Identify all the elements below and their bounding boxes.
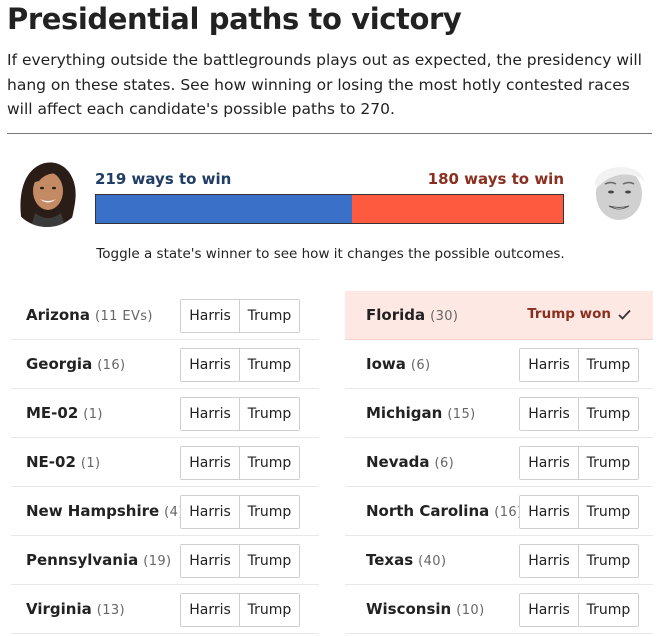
- trump-button[interactable]: Trump: [240, 447, 299, 479]
- winner-status: Trump won: [527, 306, 631, 322]
- divider: [7, 133, 652, 134]
- winner-toggle: Harris Trump: [180, 495, 300, 529]
- state-row-nevada: Nevada (6) Harris Trump: [345, 438, 653, 487]
- state-row-iowa: Iowa (6) Harris Trump: [345, 340, 653, 389]
- state-ev: (16): [97, 358, 126, 373]
- trump-button[interactable]: Trump: [240, 594, 299, 626]
- winner-toggle: Harris Trump: [519, 593, 639, 627]
- trump-button[interactable]: Trump: [579, 496, 638, 528]
- harris-button[interactable]: Harris: [181, 594, 240, 626]
- state-ev: (16): [494, 505, 523, 520]
- state-ev: (30): [430, 309, 459, 324]
- trump-button[interactable]: Trump: [579, 349, 638, 381]
- state-row-north-carolina: North Carolina (16) Harris Trump: [345, 487, 653, 536]
- states-left-column: Arizona (11 EVs) Harris Trump Georgia (16)…: [11, 291, 319, 634]
- harris-button[interactable]: Harris: [520, 496, 579, 528]
- checkmark-icon: [618, 309, 631, 320]
- page-title: Presidential paths to victory: [7, 2, 462, 36]
- state-ev: (13): [96, 603, 126, 618]
- harris-button[interactable]: Harris: [520, 447, 579, 479]
- winner-toggle: Harris Trump: [519, 446, 639, 480]
- state-name: Wisconsin (10): [366, 600, 485, 618]
- state-name: ME-02 (1): [26, 404, 103, 422]
- winner-toggle: Harris Trump: [519, 544, 639, 578]
- state-name: Nevada (6): [366, 453, 455, 471]
- harris-button[interactable]: Harris: [181, 398, 240, 430]
- state-name: Iowa (6): [366, 355, 431, 373]
- harris-button[interactable]: Harris: [520, 594, 579, 626]
- state-name: Georgia (16): [26, 355, 126, 373]
- state-ev: (6): [410, 358, 431, 373]
- state-name: Arizona (11 EVs): [26, 306, 153, 324]
- winner-toggle: Harris Trump: [180, 348, 300, 382]
- trump-button[interactable]: Trump: [240, 349, 299, 381]
- state-row-michigan: Michigan (15) Harris Trump: [345, 389, 653, 438]
- state-ev: (15): [447, 407, 476, 422]
- state-row-new-hampshire: New Hampshire (4) Harris Trump: [11, 487, 319, 536]
- harris-bar-segment: [96, 195, 353, 223]
- ways-to-win-bar: [95, 194, 564, 224]
- states-right-column: Florida (30) Trump won Iowa (6) Harris Tru…: [345, 291, 653, 634]
- harris-avatar: [9, 151, 85, 227]
- state-name: Pennsylvania (19): [26, 551, 172, 569]
- winner-toggle: Harris Trump: [180, 397, 300, 431]
- harris-button[interactable]: Harris: [181, 349, 240, 381]
- state-row-pennsylvania: Pennsylvania (19) Harris Trump: [11, 536, 319, 585]
- state-ev: (1): [83, 407, 103, 422]
- state-ev: (40): [418, 554, 447, 569]
- trump-button[interactable]: Trump: [240, 398, 299, 430]
- harris-button[interactable]: Harris: [181, 545, 240, 577]
- state-ev: (6): [434, 456, 455, 471]
- state-name: New Hampshire (4): [26, 502, 184, 520]
- state-ev: (19): [143, 554, 172, 569]
- trump-ways-label: 180 ways to win: [427, 170, 564, 188]
- trump-button[interactable]: Trump: [240, 300, 299, 332]
- winner-status-text: Trump won: [527, 306, 611, 322]
- state-name: Michigan (15): [366, 404, 476, 422]
- toggle-instructions: Toggle a state's winner to see how it ch…: [96, 246, 565, 262]
- winner-toggle: Harris Trump: [180, 299, 300, 333]
- state-row-wisconsin: Wisconsin (10) Harris Trump: [345, 585, 653, 634]
- state-name: Florida (30): [366, 306, 459, 324]
- winner-toggle: Harris Trump: [180, 446, 300, 480]
- harris-button[interactable]: Harris: [181, 300, 240, 332]
- winner-toggle: Harris Trump: [180, 544, 300, 578]
- state-row-texas: Texas (40) Harris Trump: [345, 536, 653, 585]
- state-row-arizona: Arizona (11 EVs) Harris Trump: [11, 291, 319, 340]
- trump-button[interactable]: Trump: [579, 398, 638, 430]
- state-name: North Carolina (16): [366, 502, 523, 520]
- winner-toggle: Harris Trump: [180, 593, 300, 627]
- harris-button[interactable]: Harris: [181, 447, 240, 479]
- state-row-me-02: ME-02 (1) Harris Trump: [11, 389, 319, 438]
- harris-button[interactable]: Harris: [520, 398, 579, 430]
- state-ev: (10): [456, 603, 485, 618]
- trump-avatar: [583, 154, 655, 226]
- trump-button[interactable]: Trump: [579, 594, 638, 626]
- state-name: NE-02 (1): [26, 453, 101, 471]
- state-row-florida[interactable]: Florida (30) Trump won: [345, 291, 653, 340]
- state-ev: (4): [164, 505, 184, 520]
- intro-text: If everything outside the battlegrounds …: [7, 51, 642, 118]
- state-ev: (11 EVs): [94, 309, 153, 324]
- trump-button[interactable]: Trump: [579, 447, 638, 479]
- winner-toggle: Harris Trump: [519, 397, 639, 431]
- winner-toggle: Harris Trump: [519, 348, 639, 382]
- state-row-georgia: Georgia (16) Harris Trump: [11, 340, 319, 389]
- state-name: Virginia (13): [26, 600, 126, 618]
- harris-button[interactable]: Harris: [520, 349, 579, 381]
- harris-button[interactable]: Harris: [520, 545, 579, 577]
- state-row-virginia: Virginia (13) Harris Trump: [11, 585, 319, 634]
- trump-bar-segment: [352, 195, 563, 223]
- state-ev: (1): [80, 456, 101, 471]
- winner-toggle: Harris Trump: [519, 495, 639, 529]
- trump-button[interactable]: Trump: [579, 545, 638, 577]
- harris-button[interactable]: Harris: [181, 496, 240, 528]
- trump-button[interactable]: Trump: [240, 545, 299, 577]
- trump-button[interactable]: Trump: [240, 496, 299, 528]
- state-row-ne-02: NE-02 (1) Harris Trump: [11, 438, 319, 487]
- state-name: Texas (40): [366, 551, 447, 569]
- harris-ways-label: 219 ways to win: [95, 170, 232, 188]
